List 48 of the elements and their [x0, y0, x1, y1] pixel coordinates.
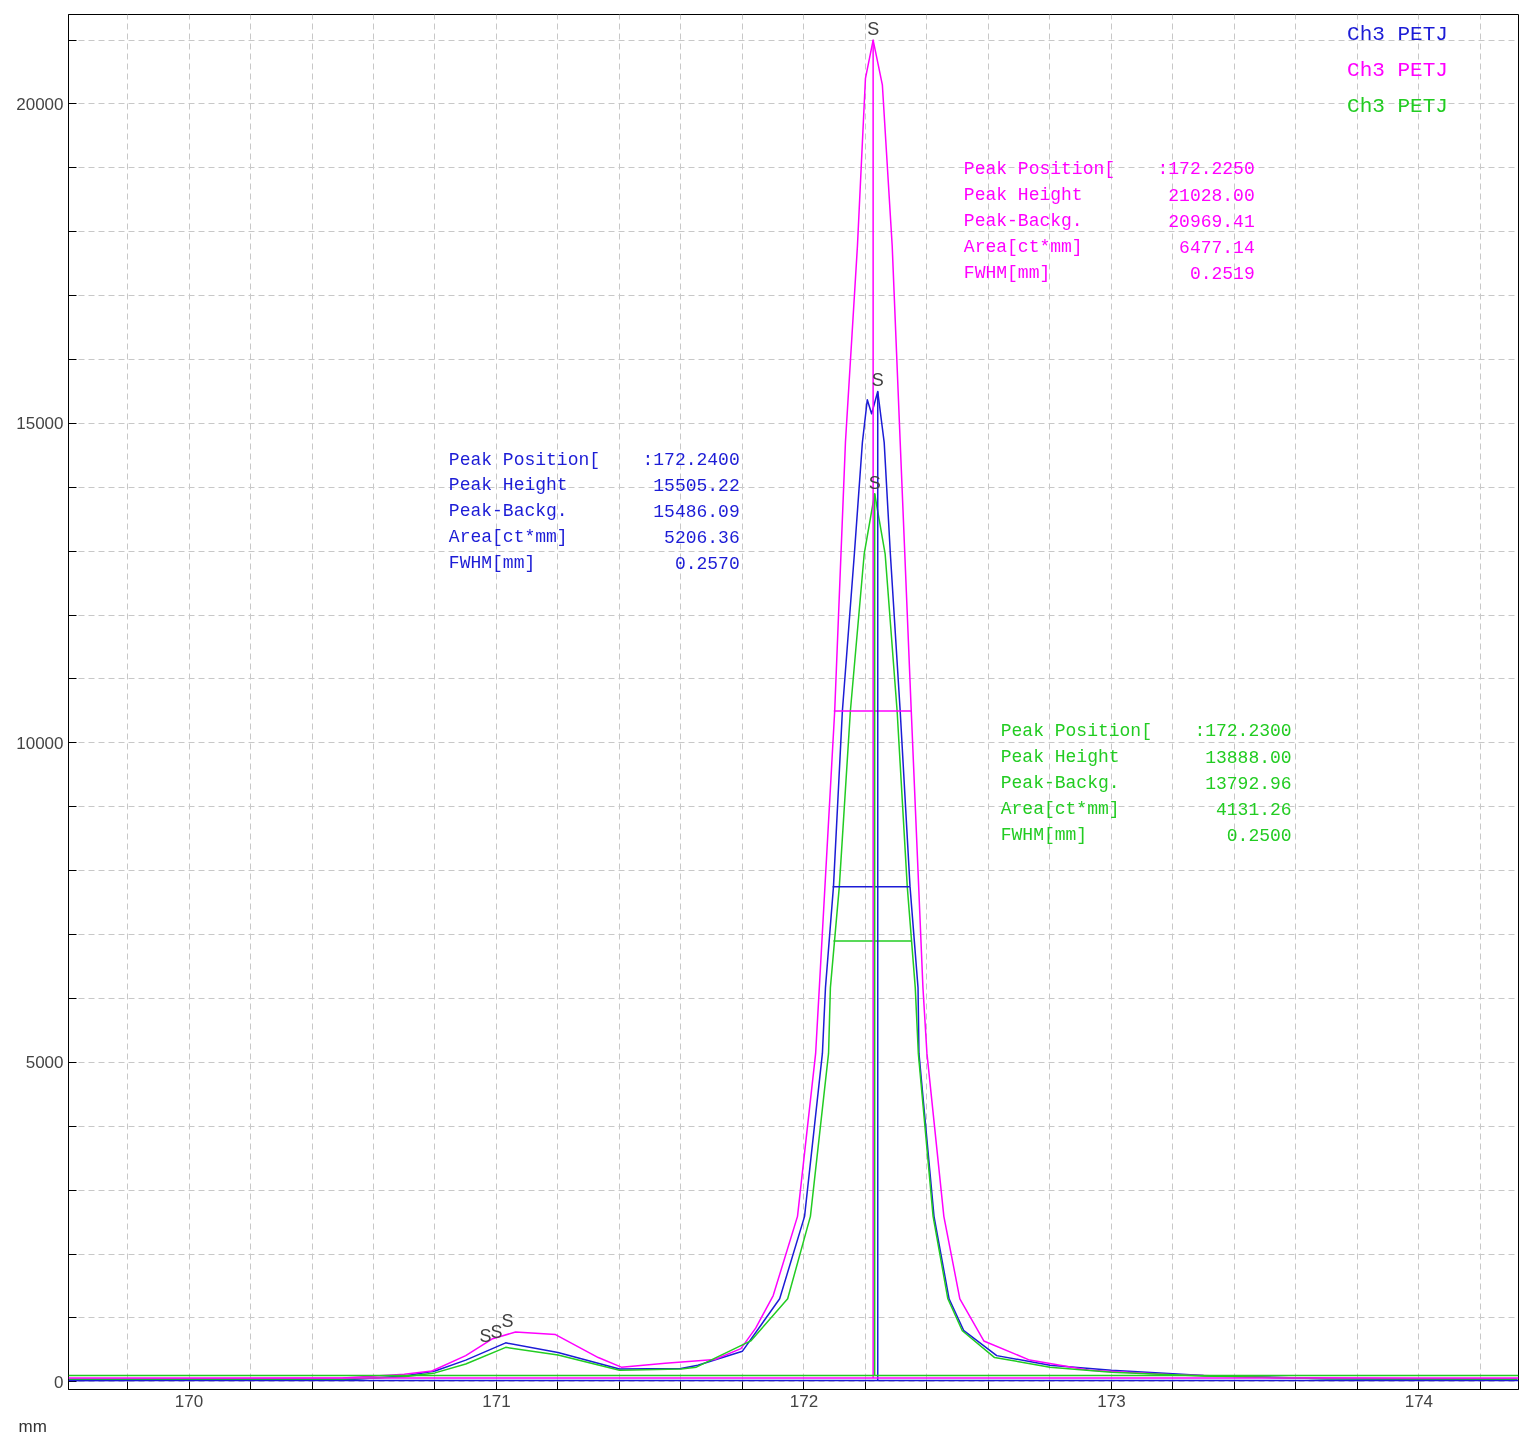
text: Ch3 PETJ: [1347, 23, 1448, 46]
annotation: Peak Position[: [448, 449, 601, 470]
annotation: 20969.41: [1168, 212, 1255, 233]
annotation: :172.2300: [1194, 721, 1292, 742]
annotation: Peak-Backg.: [448, 501, 568, 522]
annotation: S: [479, 1326, 492, 1347]
annotation: 15486.09: [653, 502, 740, 523]
x-tick-label: 171: [482, 1391, 511, 1411]
annotation: :172.2250: [1157, 159, 1255, 180]
annotation: FWHM[mm]: [963, 262, 1051, 283]
x-tick-label: 174: [1404, 1391, 1434, 1411]
annotation: FWHM[mm]: [448, 553, 536, 574]
annotation: Peak Position[: [963, 159, 1116, 180]
annotation: 0.2500: [1226, 825, 1292, 846]
y-tick-label: 15000: [16, 414, 64, 434]
annotation: S: [501, 1311, 514, 1331]
annotation: 15505.22: [653, 476, 740, 497]
annotation: Peak-Backg.: [963, 211, 1083, 232]
y-tick-label: 20000: [16, 94, 64, 114]
annotation: 5206.36: [664, 528, 740, 549]
annotation: :172.2400: [642, 449, 740, 470]
y-tick-label: 10000: [16, 733, 64, 753]
annotation: Area[ct*mm]: [1000, 798, 1120, 819]
annotation: Peak Height: [963, 185, 1083, 206]
annotation: 13888.00: [1205, 747, 1292, 768]
annotation: Area[ct*mm]: [963, 237, 1083, 258]
text: Ch3 PETJ: [1347, 95, 1448, 118]
annotation: Peak Position[: [1000, 721, 1152, 742]
annotation: 6477.14: [1179, 238, 1255, 259]
annotation: 13792.96: [1205, 773, 1292, 794]
x-tick-label: 172: [789, 1391, 819, 1411]
annotation: Peak Height: [448, 475, 568, 496]
annotation: 21028.00: [1168, 186, 1255, 207]
y-tick-label: 5000: [25, 1053, 64, 1073]
annotation: S: [490, 1321, 503, 1342]
annotation: FWHM[mm]: [1000, 824, 1088, 845]
annotation: 0.2519: [1189, 263, 1255, 284]
x-tick-label: 170: [174, 1391, 204, 1411]
y-tick-label: 0: [54, 1372, 64, 1392]
annotation: Area[ct*mm]: [448, 527, 568, 548]
x-axis-title: mm: [18, 1416, 47, 1436]
text: Ch3 PETJ: [1347, 59, 1448, 82]
x-tick-label: 173: [1097, 1391, 1126, 1411]
annotation: 0.2570: [674, 554, 740, 575]
annotation: 4131.26: [1215, 799, 1292, 820]
annotation: Peak Height: [1000, 746, 1120, 767]
annotation: S: [867, 19, 880, 40]
annotation: Peak-Backg.: [1000, 772, 1120, 793]
